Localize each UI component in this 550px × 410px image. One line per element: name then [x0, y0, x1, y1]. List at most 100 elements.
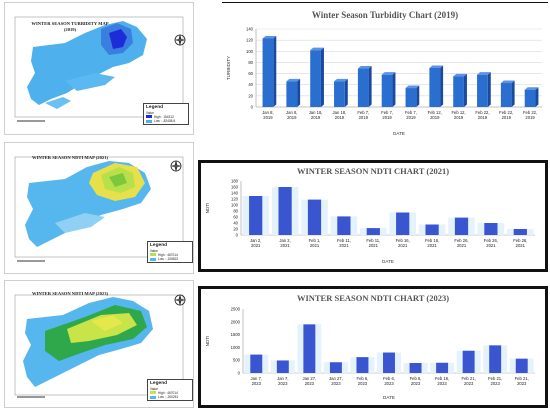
y-tick-label: 60	[248, 71, 253, 76]
x-axis-label: DATE	[383, 395, 395, 400]
bar-top	[429, 65, 444, 68]
x-tick-label: 2019	[406, 115, 416, 120]
bar	[276, 360, 289, 373]
x-tick-label: 2021	[280, 243, 290, 248]
bar	[425, 224, 439, 235]
bar	[477, 74, 488, 107]
y-tick-label: 0	[251, 105, 254, 110]
y-tick-label: 2500	[231, 307, 241, 312]
x-axis-label: DATE	[393, 131, 405, 136]
bar	[436, 362, 449, 373]
x-tick-label: Jan 27,	[302, 376, 316, 381]
x-tick-label: 2021	[486, 243, 496, 248]
legend-heading: Legend	[146, 105, 164, 110]
bar	[524, 89, 536, 107]
bar-top	[310, 47, 324, 51]
bar-side	[535, 87, 539, 107]
map-title: WINTER SEASON NDTI MAP (2021)	[5, 155, 135, 161]
x-tick-label: Feb 6,	[357, 376, 369, 381]
ndti-map-2021: WINTER SEASON NDTI MAP (2021) Legend Val…	[4, 142, 194, 274]
map-title-line1: WINTER SEASON TURBIDITY MAP	[31, 21, 109, 26]
y-tick-label: 120	[231, 197, 239, 202]
y-tick-label: 100	[231, 203, 239, 208]
bar	[513, 229, 527, 235]
x-tick-label: 2021	[457, 243, 467, 248]
bar-top	[405, 85, 420, 89]
x-tick-label: Feb 22,	[523, 110, 537, 115]
legend-label: Value	[146, 110, 154, 115]
x-tick-label: Feb 12,	[428, 110, 442, 115]
bar	[409, 363, 422, 373]
peak-zone-2023	[91, 315, 123, 331]
x-tick-label: 2021	[369, 243, 379, 248]
map-title-line1: WINTER SEASON NDTI MAP (2023)	[31, 291, 109, 296]
bar	[310, 50, 321, 107]
legend-high: High : 154312	[146, 115, 186, 120]
bar-side	[273, 35, 277, 107]
legend-low: Low : -82408.6	[146, 119, 186, 124]
x-tick-label: Jan 18,	[333, 110, 347, 115]
bar-top	[357, 66, 372, 69]
bar-side	[392, 72, 396, 107]
y-tick-label: 20	[248, 93, 253, 98]
bar-side	[368, 66, 372, 107]
y-tick-label: 500	[233, 358, 241, 363]
legend-high: High : 467014	[150, 391, 190, 396]
y-tick-label: 120	[246, 38, 254, 43]
x-tick-label: Feb 21,	[462, 376, 476, 381]
chart-svg: WINTER SEASON NDTI CHART (2021) 020406080…	[205, 166, 535, 264]
x-tick-label: 2023	[358, 381, 368, 386]
bar-side	[440, 65, 444, 107]
x-tick-label: Jan 18,	[309, 110, 323, 115]
x-tick-label: Feb 7,	[381, 110, 393, 115]
x-tick-label: 2021	[516, 243, 526, 248]
y-tick-label: 140	[246, 27, 254, 32]
bar	[250, 354, 263, 373]
north-arrow-icon	[173, 293, 187, 307]
bar-top	[286, 78, 301, 82]
bar	[278, 187, 292, 235]
y-tick-label: 40	[233, 221, 238, 226]
legend-label: Value	[150, 248, 158, 253]
x-tick-label: 2023	[411, 381, 421, 386]
bar-side	[297, 78, 301, 107]
bar-top	[500, 80, 515, 84]
x-tick-label: 2023	[437, 381, 447, 386]
bar	[307, 199, 322, 235]
x-tick-label: 2023	[305, 381, 315, 386]
y-tick-label: 140	[231, 191, 239, 196]
turbidity-map-2019: WINTER SEASON TURBIDITY MAP (2019) Legen…	[4, 2, 194, 135]
bar	[262, 38, 274, 107]
x-tick-label: Feb 21,	[488, 376, 502, 381]
legend-high: High : 467014	[150, 253, 190, 258]
bar-top	[524, 87, 539, 90]
bar-top	[453, 73, 467, 77]
y-tick-label: 0	[236, 233, 239, 238]
bar	[286, 81, 298, 107]
bar-side	[487, 72, 491, 107]
x-tick-label: 2021	[251, 243, 261, 248]
bar-side	[320, 47, 324, 107]
chart-title: WINTER SEASON NDTI CHART (2023)	[297, 293, 449, 303]
channel-2019	[65, 73, 115, 91]
map-legend: Legend Value High : 154312 Low : -82408.…	[143, 103, 189, 125]
x-tick-label: Feb 7,	[357, 110, 369, 115]
bar	[515, 358, 528, 373]
x-tick-label: Jan 8,	[262, 110, 273, 115]
bar-top	[477, 72, 491, 75]
north-arrow-icon	[173, 33, 187, 47]
x-tick-label: Feb 1,	[309, 238, 321, 243]
legend-label: Value	[150, 386, 158, 391]
x-tick-label: Jan 8,	[286, 110, 297, 115]
y-axis-label: TURBIDITY	[226, 56, 231, 80]
x-tick-label: Feb 21,	[515, 376, 529, 381]
y-axis-label: NDTI	[205, 336, 210, 347]
x-tick-label: 2023	[517, 381, 527, 386]
legend-low: Low : -108622	[150, 257, 190, 262]
bar-top	[334, 78, 348, 82]
legend-low: Low : -200251	[150, 395, 190, 400]
x-tick-label: Feb 12,	[451, 110, 465, 115]
x-tick-label: 2021	[398, 243, 408, 248]
x-tick-label: Feb 11,	[337, 238, 351, 243]
ndti-map-2023: WINTER SEASON NDTI MAP (2023) Legend Val…	[4, 280, 194, 408]
